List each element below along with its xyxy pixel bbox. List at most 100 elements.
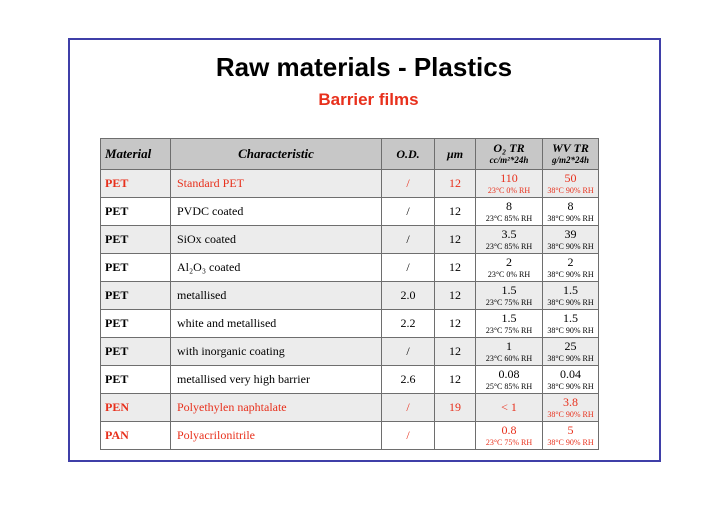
cell-od: / bbox=[381, 421, 435, 450]
o2tr-condition: 23°C 85% RH bbox=[485, 241, 533, 251]
wvtr-value: 2 bbox=[567, 254, 574, 269]
cell-um: 19 bbox=[434, 393, 476, 422]
slide-subtitle: Barrier films bbox=[318, 90, 419, 109]
wvtr-condition: 38°C 90% RH bbox=[547, 381, 594, 391]
header-wvtr: WV TR g/m2*24h bbox=[542, 138, 599, 170]
wvtr-condition: 38°C 90% RH bbox=[547, 353, 594, 363]
table-body: PET Standard PET/12 110 23°C 0% RH 50 38°C 90… bbox=[100, 169, 599, 450]
cell-characteristic: Polyethylen naphtalate bbox=[170, 393, 382, 422]
cell-od: 2.0 bbox=[381, 281, 435, 310]
table-row: PET SiOx coated/12 3.5 23°C 85% RH 39 38°C 90… bbox=[100, 225, 599, 254]
cell-od: / bbox=[381, 225, 435, 254]
slide-frame bbox=[68, 38, 661, 462]
o2tr-value: 2 bbox=[506, 254, 512, 269]
o2tr-value: < 1 bbox=[501, 400, 517, 414]
o2tr-condition: 23°C 75% RH bbox=[485, 297, 533, 307]
cell-o2tr: 1.5 23°C 75% RH bbox=[475, 309, 543, 338]
cell-od: / bbox=[381, 393, 435, 422]
cell-wvtr: 2 38°C 90% RH bbox=[542, 253, 599, 282]
cell-material: PET bbox=[100, 197, 171, 226]
cell-material: PEN bbox=[100, 393, 171, 422]
header-material: Material bbox=[100, 138, 171, 170]
cell-um: 12 bbox=[434, 253, 476, 282]
cell-um: 12 bbox=[434, 309, 476, 338]
wvtr-condition: 38°C 90% RH bbox=[547, 185, 594, 195]
cell-material: PET bbox=[100, 225, 171, 254]
cell-wvtr: 50 38°C 90% RH bbox=[542, 169, 599, 198]
wvtr-value: 0.04 bbox=[560, 366, 581, 381]
cell-o2tr: 1 23°C 60% RH bbox=[475, 337, 543, 366]
table-row: PET PVDC coated/12 8 23°C 85% RH 8 38°C 90% R… bbox=[100, 197, 599, 226]
cell-um: 12 bbox=[434, 337, 476, 366]
o2tr-value: 1 bbox=[506, 338, 512, 353]
cell-wvtr: 1.5 38°C 90% RH bbox=[542, 281, 599, 310]
header-od: O.D. bbox=[381, 138, 435, 170]
cell-material: PAN bbox=[100, 421, 171, 450]
cell-characteristic: Polyacrilonitrile bbox=[170, 421, 382, 450]
cell-wvtr: 8 38°C 90% RH bbox=[542, 197, 599, 226]
cell-o2tr: 1.5 23°C 75% RH bbox=[475, 281, 543, 310]
o2tr-value: 8 bbox=[506, 198, 512, 213]
cell-o2tr: 3.5 23°C 85% RH bbox=[475, 225, 543, 254]
cell-o2tr: < 1 bbox=[475, 393, 543, 422]
wvtr-value: 5 bbox=[567, 422, 574, 437]
header-wvtr-unit: g/m2*24h bbox=[551, 155, 589, 165]
cell-material: PET bbox=[100, 365, 171, 394]
cell-um: 12 bbox=[434, 169, 476, 198]
wvtr-value: 25 bbox=[564, 338, 577, 353]
cell-characteristic: PVDC coated bbox=[170, 197, 382, 226]
cell-um: 12 bbox=[434, 365, 476, 394]
header-characteristic: Characteristic bbox=[170, 138, 382, 170]
cell-um: 12 bbox=[434, 197, 476, 226]
wvtr-value: 50 bbox=[564, 170, 577, 185]
table-row: PET metallised very high barrier 2.6 12 0.08… bbox=[100, 365, 599, 394]
header-o2tr-label: O₂ TR bbox=[493, 141, 525, 155]
slide-title: Raw materials - Plastics bbox=[215, 52, 513, 82]
header-wvtr-label: WV TR bbox=[552, 141, 589, 155]
o2tr-value: 0.08 bbox=[498, 366, 520, 381]
cell-o2tr: 0.8 23°C 75% RH bbox=[475, 421, 543, 450]
cell-od: 2.6 bbox=[381, 365, 435, 394]
header-o2tr-unit: cc/m²*24h bbox=[489, 155, 529, 165]
cell-characteristic: with inorganic coating bbox=[170, 337, 382, 366]
cell-wvtr: 39 38°C 90% RH bbox=[542, 225, 599, 254]
table-row: PET Standard PET/12 110 23°C 0% RH 50 38°C 90… bbox=[100, 169, 599, 198]
table-row: PAN Polyacrilonitrile/0.8 23°C 75% RH 5 38°C… bbox=[100, 421, 599, 450]
wvtr-condition: 38°C 90% RH bbox=[547, 437, 594, 447]
table-row: PET white and metallised 2.2 12 1.5 23°C 75% … bbox=[100, 309, 599, 338]
wvtr-value: 1.5 bbox=[563, 282, 578, 297]
cell-um: 12 bbox=[434, 225, 476, 254]
table-row: PET Al₂O₃ coated/12 2 23°C 0% RH 2 38°C 90% R… bbox=[100, 253, 599, 282]
cell-material: PET bbox=[100, 337, 171, 366]
cell-material: PET bbox=[100, 309, 171, 338]
cell-characteristic: white and metallised bbox=[170, 309, 382, 338]
barrier-films-table: Material Characteristic O.D. µm O₂ TR cc… bbox=[100, 138, 599, 450]
table-header-row: Material Characteristic O.D. µm O₂ TR cc… bbox=[100, 138, 599, 170]
table-row: PEN Polyethylen naphtalate/19 < 1 3.8 38°C 9… bbox=[100, 393, 599, 422]
table-row: PET metallised 2.0 12 1.5 23°C 75% RH 1.5 38°C … bbox=[100, 281, 599, 310]
wvtr-value: 1.5 bbox=[563, 310, 578, 325]
cell-material: PET bbox=[100, 281, 171, 310]
cell-od: / bbox=[381, 253, 435, 282]
wvtr-condition: 38°C 90% RH bbox=[547, 409, 594, 419]
o2tr-condition: 23°C 60% RH bbox=[485, 353, 533, 363]
cell-wvtr: 5 38°C 90% RH bbox=[542, 421, 599, 450]
wvtr-value: 39 bbox=[564, 226, 577, 241]
wvtr-condition: 38°C 90% RH bbox=[547, 269, 594, 279]
o2tr-value: 3.5 bbox=[501, 226, 517, 241]
o2tr-condition: 25°C 85% RH bbox=[485, 381, 533, 391]
cell-characteristic: SiOx coated bbox=[170, 225, 382, 254]
cell-characteristic: metallised bbox=[170, 281, 382, 310]
header-o2tr: O₂ TR cc/m²*24h bbox=[475, 138, 543, 170]
wvtr-value: 8 bbox=[567, 198, 574, 213]
cell-characteristic: Al₂O₃ coated bbox=[170, 253, 382, 282]
cell-wvtr: 25 38°C 90% RH bbox=[542, 337, 599, 366]
cell-o2tr: 2 23°C 0% RH bbox=[475, 253, 543, 282]
cell-od: / bbox=[381, 197, 435, 226]
o2tr-condition: 23°C 85% RH bbox=[485, 213, 533, 223]
header-um: µm bbox=[434, 138, 476, 170]
cell-wvtr: 3.8 38°C 90% RH bbox=[542, 393, 599, 422]
o2tr-condition: 23°C 0% RH bbox=[487, 185, 531, 195]
cell-o2tr: 110 23°C 0% RH bbox=[475, 169, 543, 198]
cell-um: 12 bbox=[434, 281, 476, 310]
